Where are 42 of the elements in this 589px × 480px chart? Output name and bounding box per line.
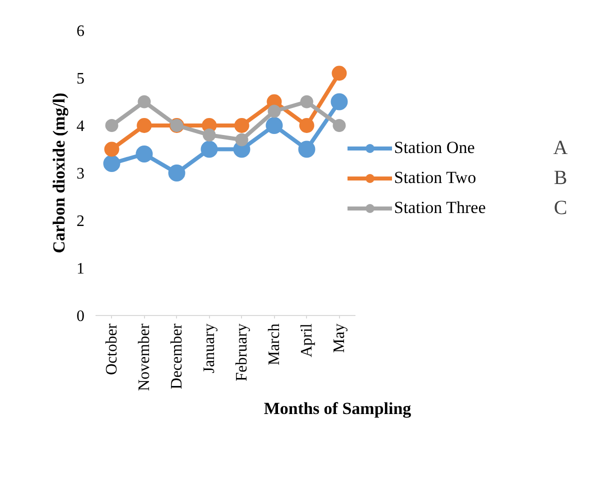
- x-tick-label: November: [136, 322, 153, 392]
- point: [168, 164, 186, 182]
- y-tick-label: 5: [76, 70, 84, 88]
- y-tick-label: 2: [76, 213, 84, 230]
- point: [235, 133, 248, 146]
- point: [268, 104, 281, 118]
- point: [266, 117, 283, 134]
- point: [200, 140, 218, 158]
- point: [136, 146, 153, 162]
- point: [332, 119, 346, 132]
- y-tick-label: 4: [76, 118, 84, 135]
- point: [105, 119, 118, 132]
- x-tick-label: January: [200, 323, 218, 374]
- point: [234, 118, 250, 133]
- text: B: [554, 167, 568, 189]
- point: [330, 93, 348, 110]
- text: A: [553, 137, 568, 159]
- y-tick-label: 0: [76, 308, 84, 325]
- point: [104, 142, 120, 157]
- x-tick-label: February: [233, 323, 250, 382]
- text: C: [554, 197, 568, 219]
- point: [103, 155, 120, 172]
- point: [300, 95, 314, 108]
- y-tick-label: 3: [76, 166, 84, 182]
- legend-label: Station Three: [394, 198, 486, 218]
- x-tick-label: December: [168, 322, 186, 390]
- x-tick-label: April: [298, 322, 316, 358]
- point: [138, 95, 151, 108]
- y-tick-label: 6: [76, 23, 84, 40]
- point: [299, 118, 314, 133]
- point: [202, 128, 216, 142]
- legend-label: Station One: [394, 138, 475, 158]
- x-tick-label: May: [330, 324, 348, 353]
- point: [136, 118, 152, 133]
- x-tick-label: March: [266, 323, 283, 366]
- x-axis-title: Months of Sampling: [264, 399, 412, 418]
- point: [298, 140, 316, 158]
- y-axis-title: Carbon dioxide (mg/l): [50, 92, 68, 254]
- x-tick-label: October: [103, 322, 120, 376]
- legend-label: Station Two: [394, 168, 476, 188]
- point: [332, 66, 347, 81]
- y-tick-label: 1: [76, 260, 84, 278]
